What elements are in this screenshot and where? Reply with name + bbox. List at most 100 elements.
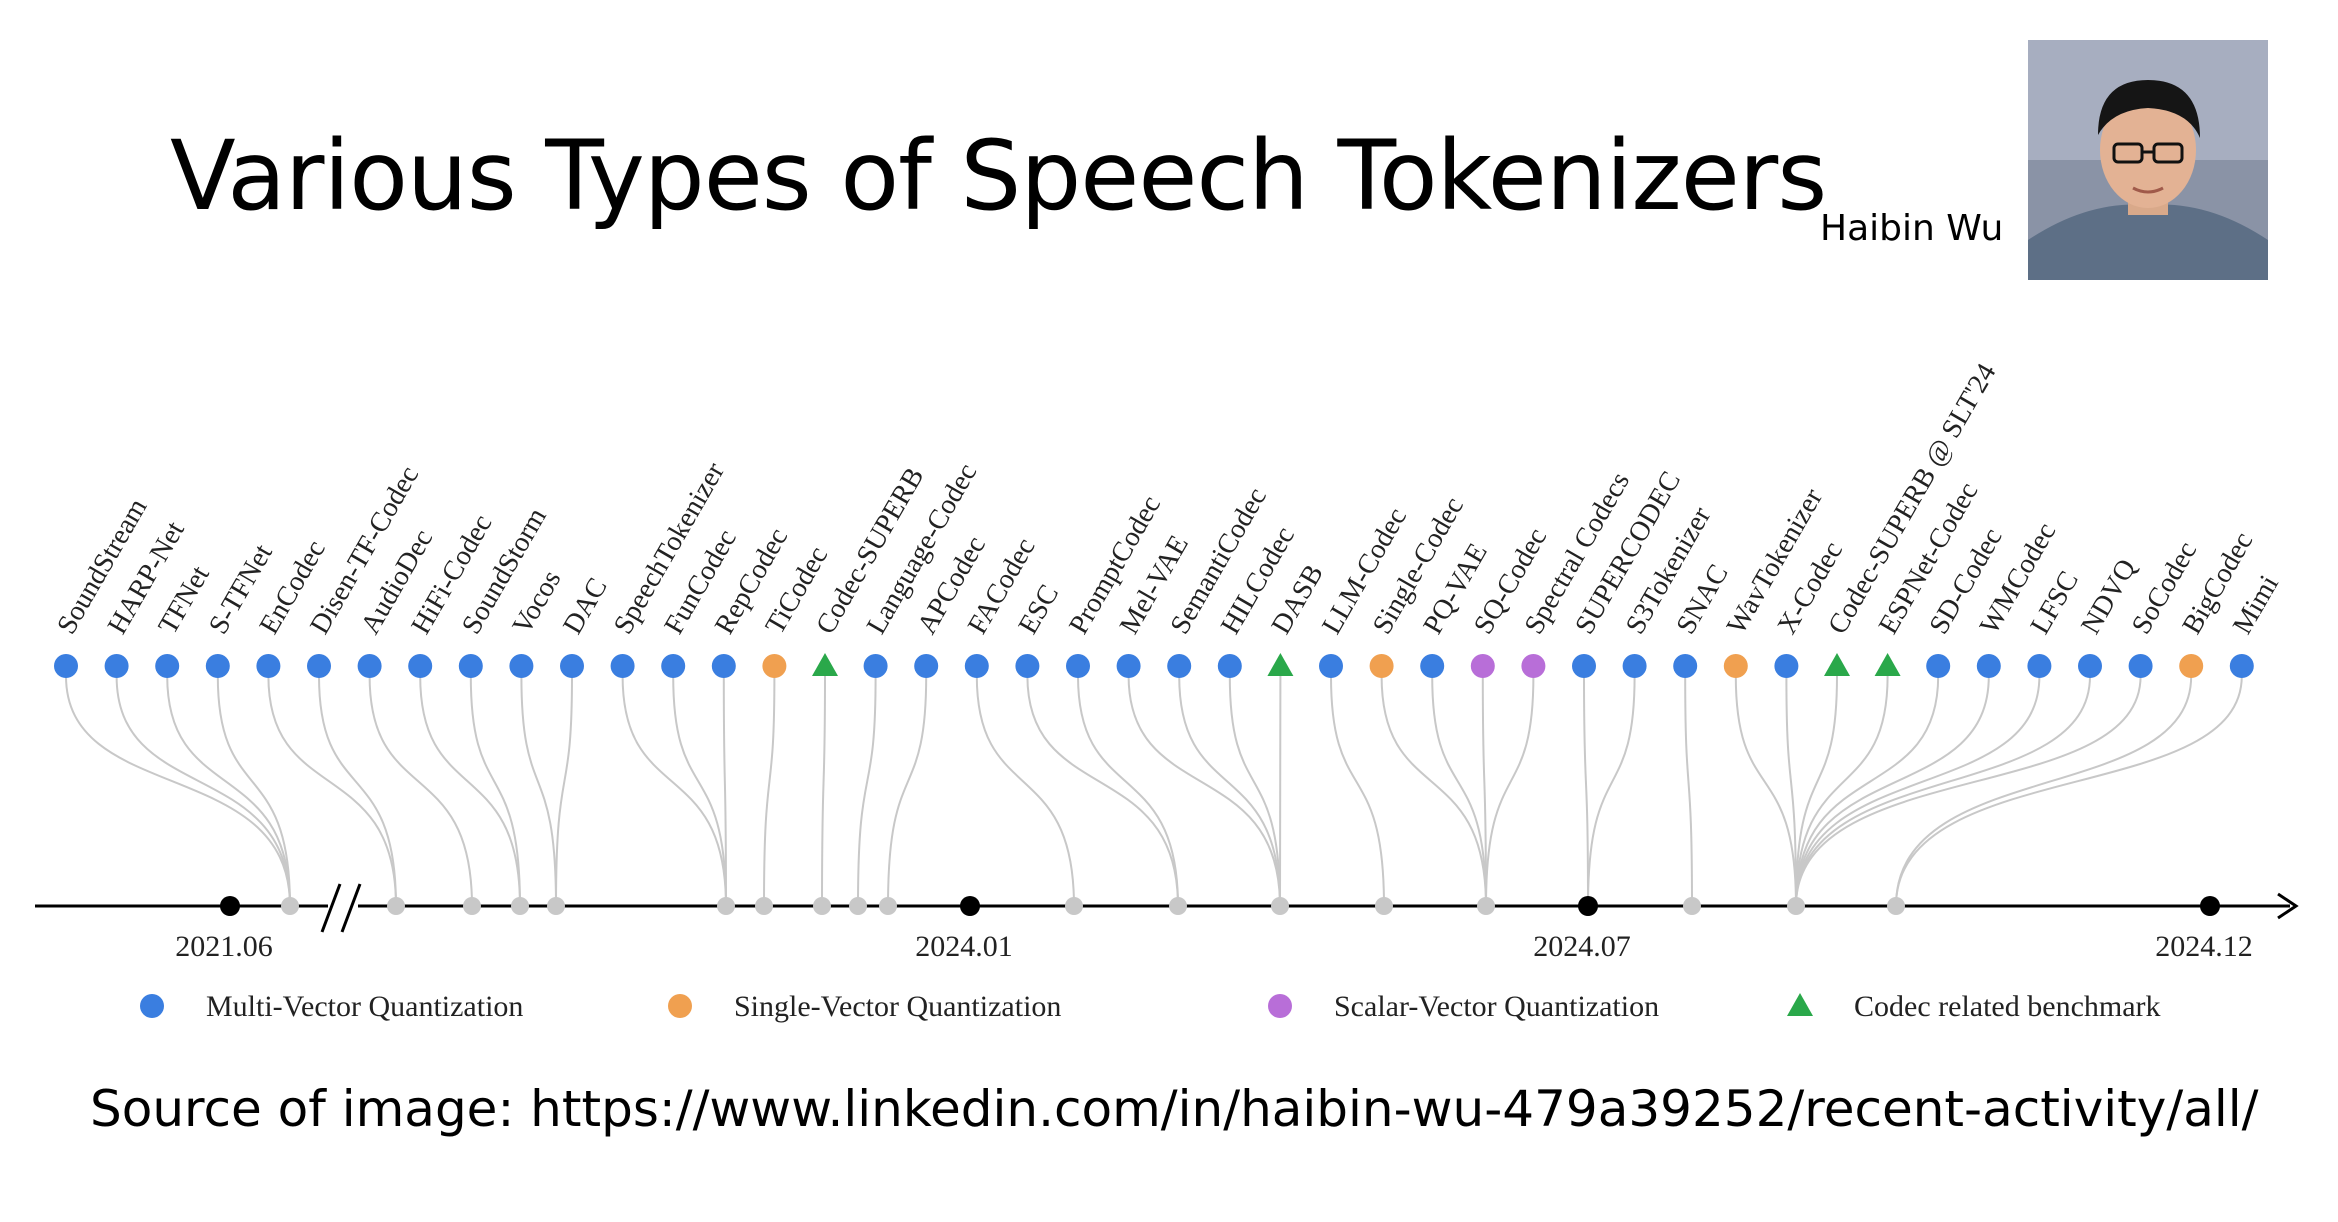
benchmark-marker: [1267, 653, 1294, 676]
milestone-label: 2024.07: [1533, 930, 1631, 963]
multi-quantization-marker: [2229, 654, 2254, 678]
single-quantization-marker: [1723, 654, 1748, 678]
connector-line: [763, 675, 776, 907]
milestones: 2021.06 2024.01 2024.07 2024.12: [175, 896, 2253, 963]
connector-line: [267, 675, 397, 907]
connector-line: [1077, 675, 1179, 907]
connector-line: [1228, 675, 1281, 907]
connector-line: [1795, 675, 2041, 907]
multi-quantization-marker: [1926, 654, 1951, 678]
connector-line: [1431, 675, 1487, 907]
multi-quantization-marker: [1673, 654, 1698, 678]
legend-label: Single-Vector Quantization: [734, 990, 1061, 1023]
milestone-dot: [220, 896, 240, 916]
connector-line: [1127, 675, 1281, 907]
legend-scalar-swatch: [1268, 994, 1292, 1018]
connector-line: [672, 675, 727, 907]
multi-quantization-marker: [711, 654, 736, 678]
source-text: Source of image: https://www.linkedin.co…: [90, 1080, 2259, 1138]
author-avatar: [2028, 40, 2268, 280]
benchmark-marker: [1824, 653, 1850, 676]
multi-quantization-marker: [610, 654, 635, 678]
date-anchors: [281, 897, 1905, 915]
milestone-dot: [2200, 896, 2220, 916]
single-quantization-marker: [762, 654, 787, 678]
axis-arrow-icon: [2277, 892, 2299, 920]
connector-line: [555, 675, 573, 907]
multi-quantization-marker: [964, 654, 989, 678]
date-anchor-dot: [813, 897, 831, 915]
date-anchor-dot: [463, 897, 481, 915]
scalar-quantization-marker: [1521, 654, 1546, 678]
connector-line: [216, 675, 291, 907]
date-anchor-dot: [755, 897, 773, 915]
multi-quantization-marker: [1319, 654, 1343, 678]
connector-line: [1481, 675, 1487, 907]
connector-line: [1330, 675, 1385, 907]
multi-quantization-marker: [458, 654, 483, 678]
date-anchor-dot: [387, 897, 405, 915]
connector-line: [1785, 675, 1797, 907]
connector-line: [469, 675, 521, 907]
multi-quantization-marker: [1116, 654, 1141, 678]
tokenizer-markers: [54, 653, 2254, 678]
connector-line: [722, 675, 727, 907]
multi-quantization-marker: [205, 654, 230, 678]
multi-quantization-marker: [2027, 654, 2052, 678]
tokenizer-label: ESC: [1013, 580, 1066, 640]
date-anchor-dot: [1169, 897, 1187, 915]
multi-quantization-marker: [1217, 654, 1242, 678]
multi-quantization-marker: [1774, 654, 1799, 678]
legend-multi-swatch: [140, 994, 164, 1018]
connector-line: [1795, 675, 2142, 907]
tokenizer-timeline: 2021.06 2024.01 2024.07 2024.12 SoundStream…: [35, 358, 2299, 1023]
multi-quantization-marker: [560, 654, 584, 678]
connector-line: [1684, 675, 1693, 907]
legend-label: Scalar-Vector Quantization: [1334, 990, 1659, 1023]
connector-line: [1895, 675, 2243, 907]
multi-quantization-marker: [863, 654, 888, 678]
multi-quantization-marker: [104, 654, 129, 678]
connector-line: [166, 675, 291, 907]
date-anchor-dot: [849, 897, 867, 915]
legend-label: Codec related benchmark: [1854, 990, 2161, 1023]
multi-quantization-marker: [155, 654, 180, 678]
legend-label: Multi-Vector Quantization: [206, 990, 523, 1023]
multi-quantization-marker: [1572, 654, 1596, 678]
connector-line: [887, 675, 928, 907]
milestone-dot: [1578, 896, 1598, 916]
page-title: Various Types of Speech Tokenizers: [170, 120, 1827, 232]
milestone-label: 2024.12: [2155, 930, 2253, 963]
multi-quantization-marker: [1066, 654, 1090, 678]
multi-quantization-marker: [307, 654, 331, 678]
connector-line: [1734, 675, 1797, 907]
legend-benchmark-swatch: [1787, 993, 1813, 1016]
connector-line: [1587, 675, 1636, 907]
axis-break-mark-left: [320, 883, 342, 933]
benchmark-marker: [812, 653, 838, 676]
connector-line: [1583, 675, 1589, 907]
milestone-dot: [960, 896, 980, 916]
milestone-label: 2024.01: [915, 930, 1013, 963]
connector-line: [368, 675, 473, 907]
date-anchor-dot: [1787, 897, 1805, 915]
connector-lines: [65, 675, 2243, 907]
date-anchor-dot: [1065, 897, 1083, 915]
connector-line: [1895, 675, 2193, 907]
author-name: Haibin Wu: [1820, 208, 2004, 249]
multi-quantization-marker: [2128, 654, 2153, 678]
multi-quantization-marker: [357, 654, 382, 678]
connector-line: [65, 675, 291, 907]
date-anchor-dot: [1375, 897, 1393, 915]
multi-quantization-marker: [54, 654, 78, 678]
connector-line: [1795, 675, 1889, 907]
legend-single-swatch: [668, 994, 692, 1018]
axis-break-mark-right: [340, 883, 362, 933]
multi-quantization-marker: [1420, 654, 1445, 678]
connector-line: [1485, 675, 1535, 907]
single-quantization-marker: [2179, 654, 2204, 678]
connector-line: [857, 675, 877, 907]
date-anchor-dot: [547, 897, 565, 915]
multi-quantization-marker: [661, 654, 686, 678]
timeline-axis: [35, 883, 2299, 933]
